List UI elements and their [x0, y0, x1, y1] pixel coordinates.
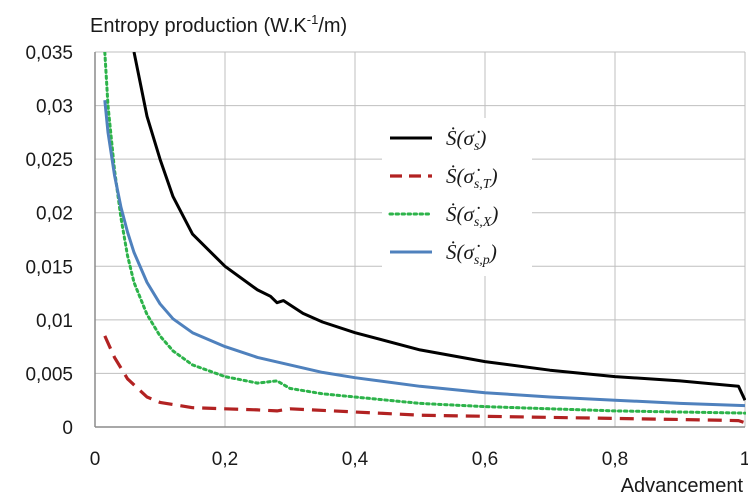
x-tick-label: 0,4 — [342, 449, 369, 470]
y-tick-label: 0,005 — [25, 364, 73, 385]
legend: Ṡ(σ̇s) Ṡ(σ̇s,T) Ṡ(σ̇s,X) Ṡ(σ̇s,p) — [382, 118, 532, 276]
x-tick-label: 0,8 — [602, 449, 628, 470]
legend-background — [382, 118, 532, 276]
series-line-1 — [132, 52, 746, 401]
y-tick-label: 0 — [62, 418, 73, 439]
series-line-2 — [103, 335, 746, 425]
x-tick-label: 0,2 — [212, 449, 238, 470]
series-lines — [103, 52, 746, 425]
y-axis-title: Entropy production (W.K-1/m) — [90, 12, 347, 37]
x-tick-labels: 0 0,2 0,4 0,6 0,8 1 — [90, 449, 748, 470]
x-axis-title: Advancement — [621, 475, 744, 497]
plot-border — [94, 52, 745, 428]
y-tick-label: 0,015 — [25, 257, 73, 278]
y-tick-labels: 0 0,005 0,01 0,015 0,02 0,025 0,03 0,035 — [25, 43, 73, 439]
series-line-4 — [103, 100, 746, 408]
x-tick-label: 0,6 — [472, 449, 498, 470]
series-line-3 — [103, 52, 746, 415]
y-tick-label: 0,03 — [36, 97, 73, 118]
x-tick-label: 1 — [740, 449, 748, 470]
x-tick-label: 0 — [90, 449, 101, 470]
legend-label-3: Ṡ(σ̇s,X) — [446, 202, 498, 230]
y-tick-label: 0,035 — [25, 43, 73, 64]
legend-label-1: Ṡ(σ̇s) — [446, 126, 486, 154]
y-tick-label: 0,02 — [36, 204, 73, 225]
legend-label-4: Ṡ(σ̇s,p) — [446, 240, 497, 268]
legend-label-2: Ṡ(σ̇s,T) — [446, 164, 498, 192]
y-tick-label: 0,01 — [36, 311, 73, 332]
y-tick-label: 0,025 — [25, 150, 73, 171]
